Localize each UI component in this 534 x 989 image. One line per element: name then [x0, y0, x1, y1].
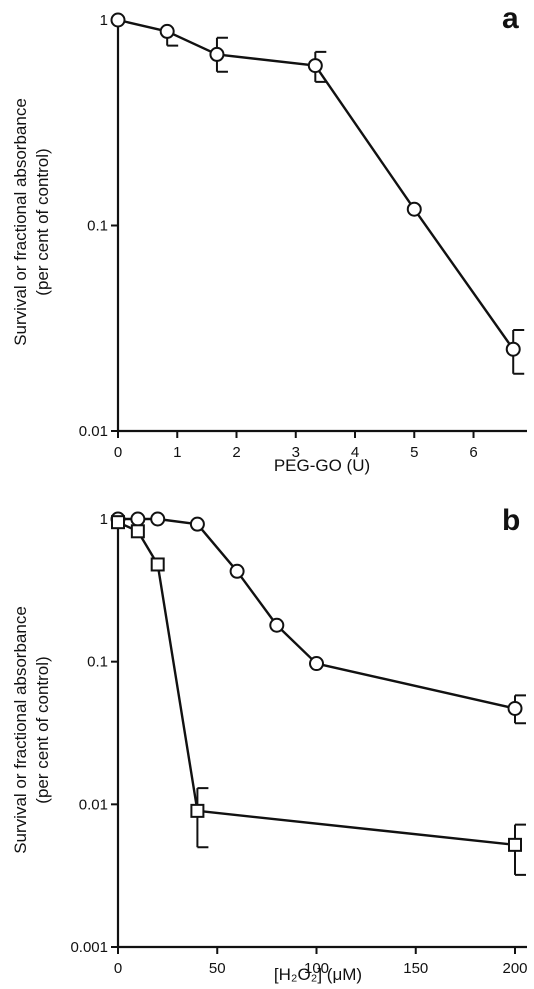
panel-b-series-circle-line — [118, 517, 516, 710]
panel-a-y-tick-label: 0.1 — [87, 218, 108, 235]
panel-a-x-tick-label: 0 — [114, 444, 122, 461]
panel-b-circle-marker — [229, 563, 245, 579]
panel-a-y-tick-label: 1 — [100, 12, 108, 29]
panel-b-circle-marker — [309, 656, 324, 672]
panel-b-y-axis-title-line1: Survival or fractional absorbance — [11, 606, 30, 854]
panel-b-letter: b — [502, 504, 520, 537]
panel-b-y-ticks: 0.001 0.01 0.1 1 — [70, 511, 118, 956]
panel-a-x-ticks: 0 1 2 3 4 5 6 — [114, 431, 478, 461]
panel-a-x-tick-label: 6 — [469, 444, 477, 461]
panel-b-square-marker — [508, 837, 522, 852]
panel-a-series-circle-line — [117, 18, 515, 350]
panel-b-x-ticks: 0 50 100 150 200 — [114, 947, 528, 977]
panel-b-x-tick-label: 50 — [209, 960, 226, 977]
panel-b-square-marker — [190, 803, 205, 818]
panel-b-x-tick-label: 200 — [502, 960, 527, 977]
panel-b-x-axis-title: [H₂O₂] (μM) — [274, 965, 362, 984]
panel-a-x-tick-label: 5 — [410, 444, 418, 461]
panel-b-square-marker — [111, 515, 125, 530]
panel-a-x-tick-label: 3 — [292, 444, 300, 461]
panel-a-series — [110, 12, 525, 375]
panel-b-circle-marker — [130, 511, 146, 527]
panel-b-series — [110, 511, 526, 876]
panel-a-x-tick-label: 4 — [351, 444, 359, 461]
panel-a-circle-marker — [209, 46, 225, 62]
panel-a-circle-marker — [505, 341, 521, 357]
panel-b-square-marker — [130, 524, 145, 539]
panel-b: b 0.001 0.01 0.1 1 0 50 100 150 200 [H₂O₂] (μM)… — [11, 504, 528, 984]
panel-b-square-marker — [150, 557, 165, 572]
panel-a-x-axis-title: PEG-GO (U) — [274, 456, 370, 475]
panel-a-x-tick-label: 1 — [173, 444, 181, 461]
panel-a-y-ticks: 0.01 0.1 1 — [79, 12, 118, 440]
panel-b-x-tick-label: 100 — [304, 960, 329, 977]
panel-a-circle-marker — [307, 58, 323, 74]
panel-b-circle-marker — [507, 700, 523, 716]
panel-b-y-tick-label: 0.001 — [70, 939, 108, 956]
panel-b-circle-marker — [269, 617, 285, 633]
panel-b-series-square-line — [117, 521, 516, 847]
panel-a-circle-marker — [159, 23, 175, 39]
panel-a-circle-marker — [406, 201, 422, 217]
panel-a-circle-marker — [110, 12, 126, 28]
panel-a-letter: a — [502, 2, 519, 35]
panel-b-y-axis-title-line2: (per cent of control) — [33, 656, 52, 803]
panel-b-circle-marker — [150, 511, 166, 527]
panel-b-y-tick-label: 1 — [100, 511, 108, 528]
panel-a: a 0.01 0.1 1 0 1 2 3 4 5 6 PEG-GO (U) Survival o… — [11, 2, 527, 475]
panel-a-y-axis-title-line1: Survival or fractional absorbance — [11, 98, 30, 346]
panel-b-circle-marker — [189, 516, 205, 532]
panel-a-y-tick-label: 0.01 — [79, 423, 108, 440]
panel-b-x-tick-label: 150 — [403, 960, 428, 977]
panel-a-x-tick-label: 2 — [232, 444, 240, 461]
panel-b-x-tick-label: 0 — [114, 960, 122, 977]
panel-a-y-axis-title-line2: (per cent of control) — [33, 148, 52, 295]
panel-b-y-tick-label: 0.01 — [79, 796, 108, 813]
panel-b-y-tick-label: 0.1 — [87, 654, 108, 671]
